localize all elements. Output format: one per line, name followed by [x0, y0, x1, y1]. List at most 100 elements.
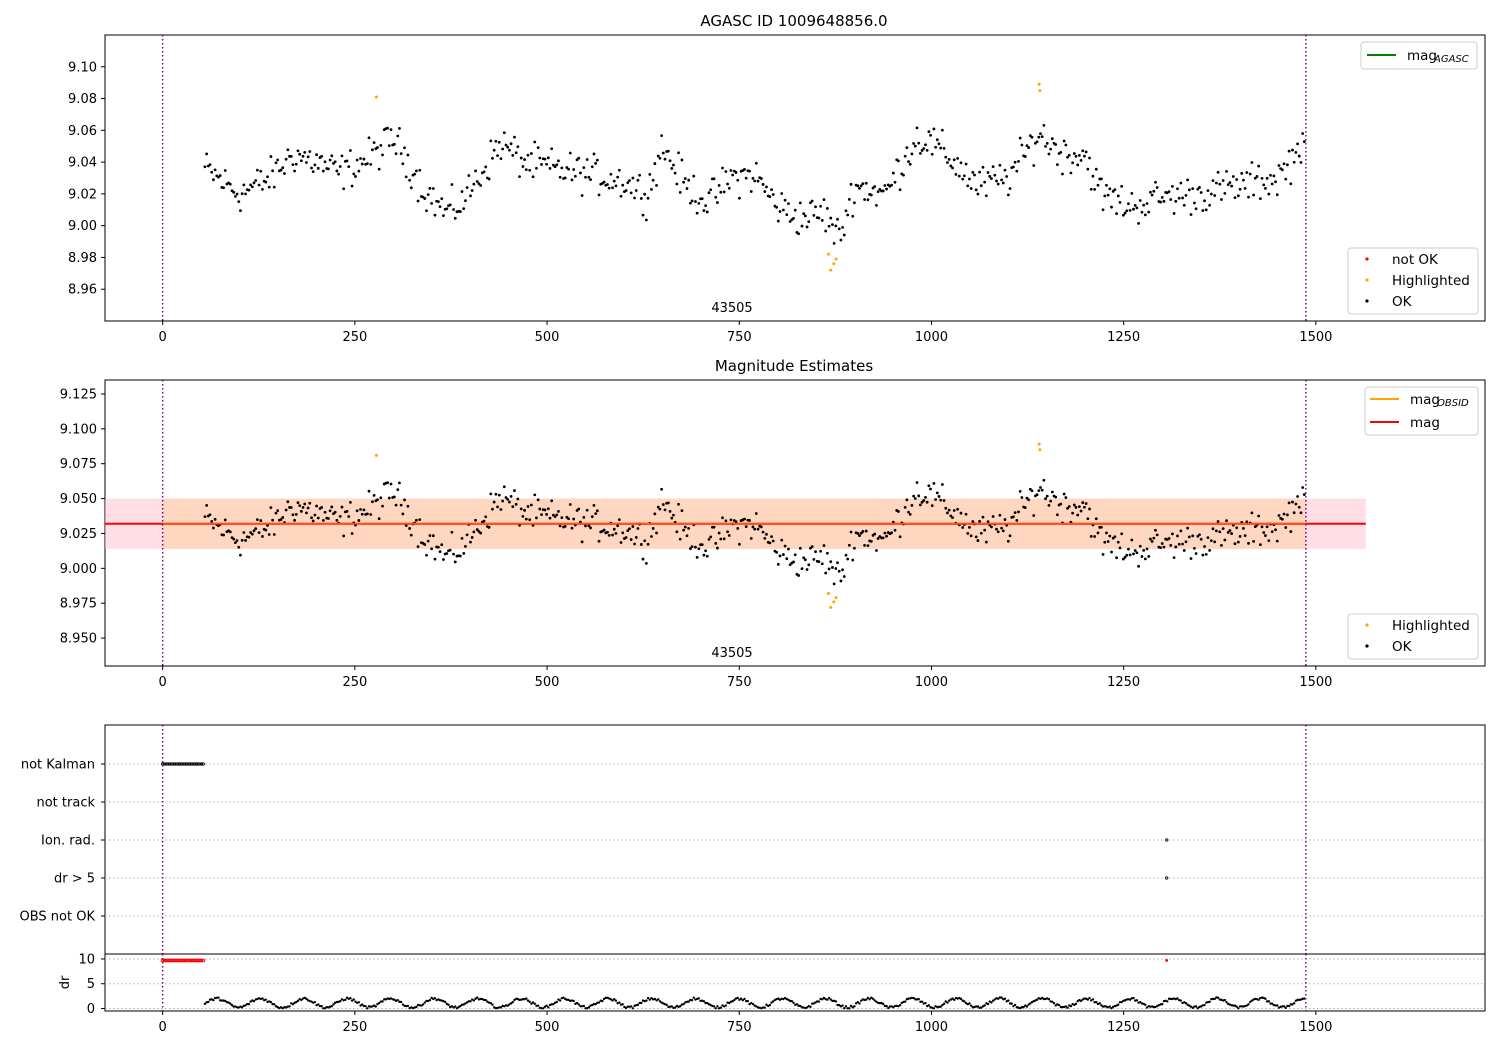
panel-1-xtick-label: 1000: [915, 330, 948, 345]
dr-point: [1216, 996, 1220, 999]
panel-1-ok-point: [621, 183, 625, 187]
flag-point: [184, 762, 188, 766]
panel-1-ok-point: [1204, 208, 1208, 212]
dr-point: [738, 998, 741, 1001]
panel-1-ok-point: [306, 155, 310, 159]
legend-mag-agasc-subscript: AGASC: [1433, 54, 1469, 65]
dr-point: [1010, 1002, 1013, 1005]
panel-2-ok-point: [335, 518, 339, 522]
dr-point: [540, 1007, 543, 1010]
panel-2-ok-point: [1110, 550, 1113, 554]
dr-point: [383, 998, 386, 1001]
dr-point: [1003, 997, 1007, 1000]
panel-2-ok-point: [1201, 553, 1205, 557]
panel-1-ok-point: [261, 187, 264, 191]
dr-point: [1203, 1003, 1206, 1007]
panel-2-ok-point: [572, 517, 576, 521]
dr-point: [547, 1006, 550, 1009]
panel-1-ok-point: [472, 182, 476, 186]
panel-2-ok-point: [1174, 545, 1178, 549]
panel-2-ok-point: [890, 531, 894, 535]
dr-point: [291, 1002, 295, 1006]
panel-1-ok-point: [352, 172, 356, 176]
panel-2-ytick-label: 9.000: [60, 562, 97, 577]
legend-highlighted-label: Highlighted: [1392, 273, 1470, 289]
panel-1-ok-point: [398, 126, 401, 130]
panel-1-ok-point: [301, 154, 305, 158]
panel-2-ok-point: [577, 507, 581, 511]
panel-1-ok-point: [996, 182, 1000, 186]
dr-point: [831, 999, 834, 1003]
dr-red-point: [194, 958, 199, 963]
panel-2-ok-point: [1042, 478, 1046, 482]
panel-1-ok-point: [907, 160, 910, 164]
dr-point: [942, 1002, 946, 1005]
panel-1-ok-point: [546, 156, 550, 160]
dr-point: [443, 1000, 447, 1004]
panel-4-xtick-label: 1250: [1107, 1020, 1140, 1035]
panel-2-ok-point: [506, 497, 510, 501]
panel-1-highlighted-point: [829, 268, 833, 272]
dr-point: [653, 997, 657, 1001]
panel-2-ok-point: [401, 512, 405, 516]
dr-point: [712, 1005, 716, 1008]
panel-1-ok-point: [428, 186, 432, 190]
panel-1-ok-point: [842, 233, 846, 237]
dr-point: [1095, 1001, 1098, 1004]
dr-point: [638, 1001, 641, 1005]
panel-1-ok-point: [1000, 178, 1003, 182]
panel-1-ok-point: [1116, 194, 1120, 198]
dr-point: [318, 1004, 322, 1008]
dr-point: [640, 1001, 643, 1005]
panel-2-ok-point: [824, 571, 828, 575]
panel-2-ok-point: [1125, 553, 1129, 557]
panel-1-ok-point: [1127, 202, 1130, 206]
panel-1-ok-point: [232, 190, 236, 194]
panel-2-ok-point: [491, 507, 494, 511]
legend-highlighted-marker: [1365, 278, 1369, 282]
panel-1-ok-point: [1138, 199, 1142, 202]
panel-1-ok-point: [516, 145, 520, 149]
dr-point: [873, 999, 876, 1002]
panel-1-ok-point: [687, 178, 691, 182]
panel-1-ok-point: [682, 180, 686, 184]
panel-1-ok-point: [355, 158, 359, 162]
dr-point: [854, 1002, 858, 1005]
panel-2-ok-point: [682, 528, 686, 532]
panel-2-ok-point: [968, 525, 971, 529]
panel-1-ok-point: [1169, 198, 1173, 201]
panel-1-ok-point: [330, 154, 334, 158]
panel-2-ok-point: [765, 532, 768, 536]
panel-1-ok-point: [629, 191, 633, 195]
flag-point: [176, 762, 180, 766]
dr-point: [1208, 1000, 1211, 1004]
panel-1-ok-point: [1017, 160, 1020, 163]
panel-1-ok-point: [519, 156, 523, 160]
panel-2-ok-point: [469, 540, 472, 544]
panel-1-ok-point: [440, 197, 444, 201]
dr-point: [1057, 1003, 1061, 1007]
panel-2-ok-point: [875, 549, 878, 552]
panel-1-ok-point: [462, 207, 466, 211]
panel-1-ok-point: [272, 185, 276, 189]
legend-ok-label: OK: [1392, 639, 1413, 655]
dr-point: [420, 1004, 423, 1007]
panel-1-ok-point: [859, 184, 863, 188]
panel-2-ok-point: [1198, 533, 1201, 537]
panel-2-ok-point: [1280, 517, 1284, 521]
dr-point: [697, 997, 701, 1000]
panel-2-ok-point: [237, 545, 241, 549]
panel-2-ok-point: [793, 553, 797, 557]
panel-1-ok-point: [836, 217, 839, 221]
dr-point: [618, 1001, 621, 1004]
panel-2-ok-point: [1177, 542, 1181, 546]
panel-1-ok-point: [1045, 141, 1049, 145]
dr-point: [313, 1000, 317, 1004]
panel-2-ok-point: [930, 504, 934, 508]
panel-1-ok-point: [342, 187, 346, 191]
dr-point: [743, 997, 746, 1001]
panel-2-ok-point: [1225, 519, 1228, 523]
panel-2-ok-point: [362, 508, 366, 512]
panel-2-ok-point: [557, 510, 560, 513]
panel-1-ok-point: [205, 152, 209, 156]
